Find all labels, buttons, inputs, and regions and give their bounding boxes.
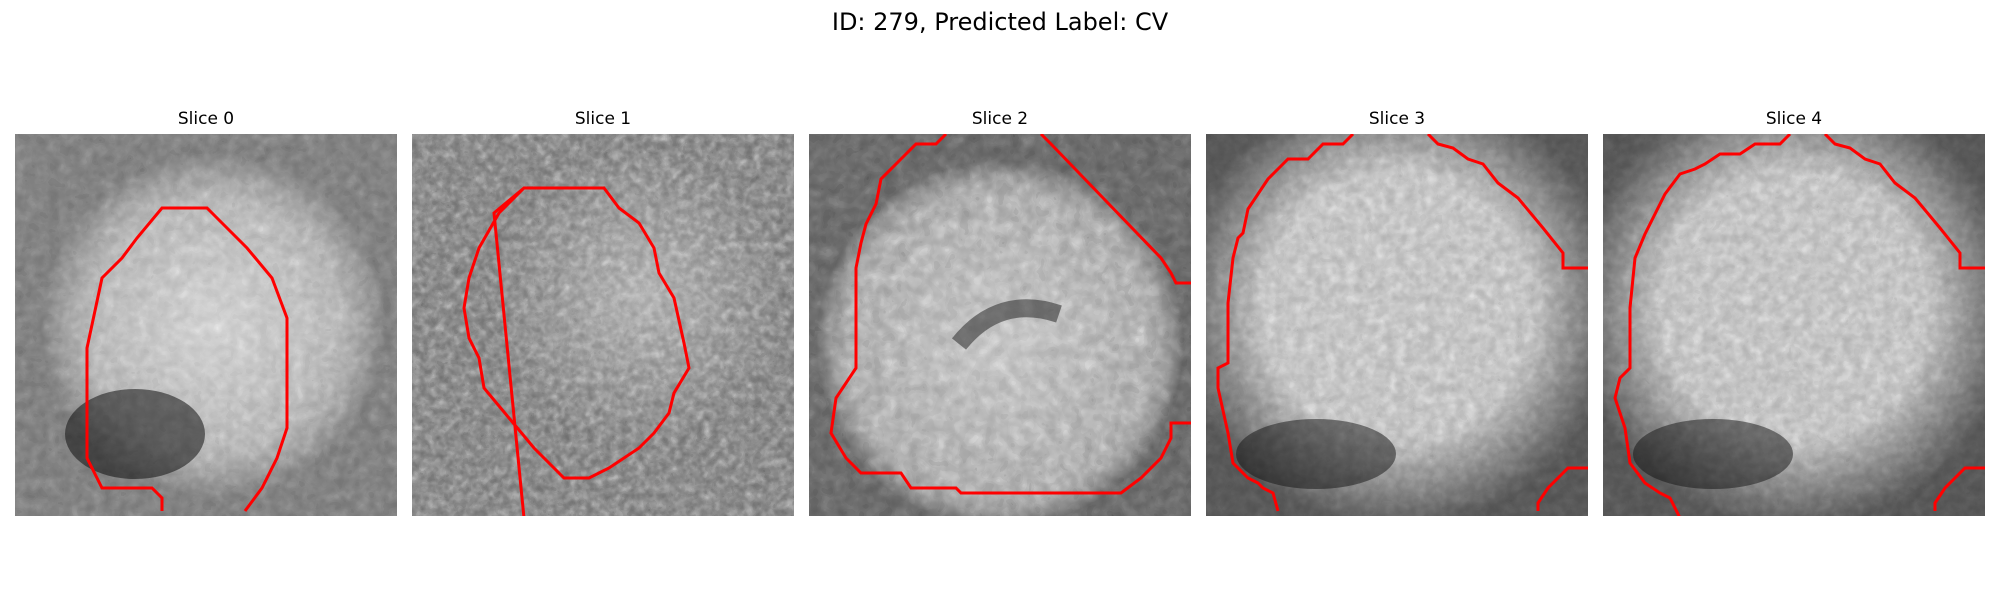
- contour-line-3c: [1536, 466, 1588, 511]
- contour-line-3b: [1426, 134, 1588, 270]
- slice-title-2: Slice 2: [971, 109, 1029, 129]
- slice-title-4: Slice 4: [1765, 109, 1823, 129]
- contour-line-2b: [1039, 134, 1191, 285]
- contour-line-4b: [1823, 134, 1985, 270]
- contour-line-0: [85, 206, 289, 512]
- contour-line-2a: [829, 134, 1191, 495]
- slice-title-0: Slice 0: [177, 109, 235, 129]
- figure-title: ID: 279, Predicted Label: CV: [831, 8, 1169, 36]
- contour-line-4c: [1933, 466, 1985, 511]
- contour-line-4a: [1613, 134, 1792, 516]
- slice-title-1: Slice 1: [574, 109, 632, 129]
- slice-image-3: [1206, 134, 1588, 516]
- contour-line-3a: [1216, 134, 1355, 512]
- slice-image-4: [1603, 134, 1985, 516]
- slice-image-1: [412, 134, 794, 516]
- slice-image-0: [15, 134, 397, 516]
- slice-image-2: [809, 134, 1191, 516]
- contour-line-1: [462, 186, 691, 516]
- slice-title-3: Slice 3: [1368, 109, 1426, 129]
